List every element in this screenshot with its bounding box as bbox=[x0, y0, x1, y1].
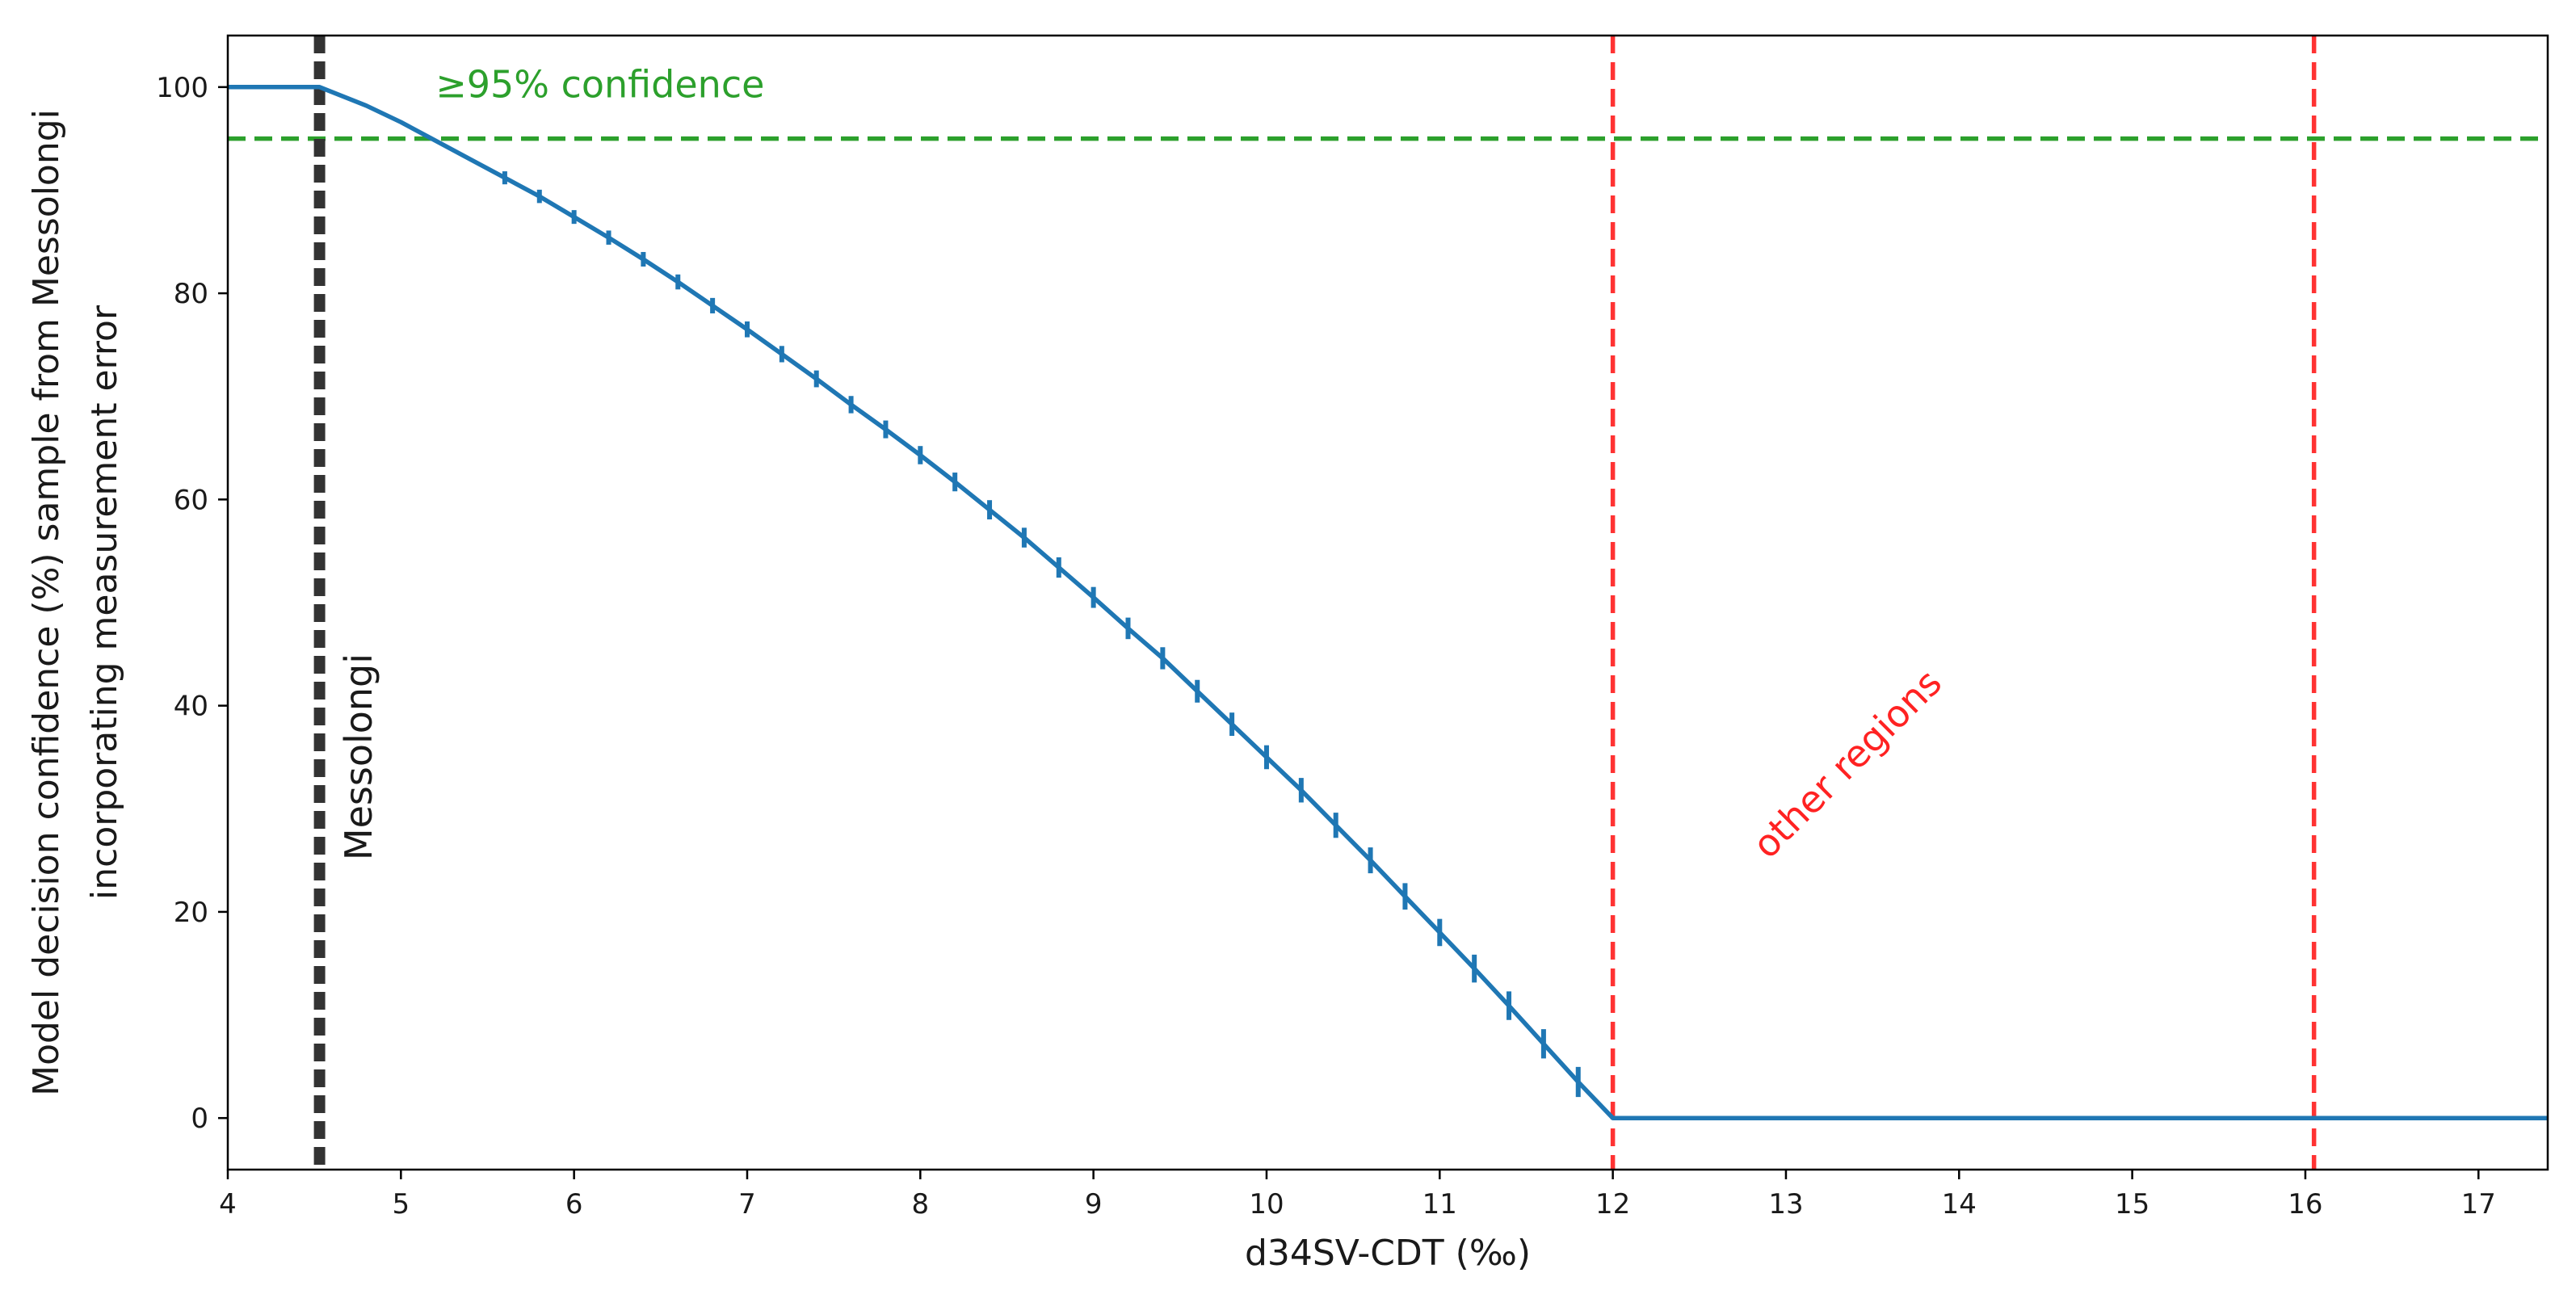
x-tick-label: 16 bbox=[2288, 1188, 2322, 1220]
x-tick-label: 14 bbox=[1942, 1188, 1977, 1220]
series-layer bbox=[228, 85, 2548, 1120]
annotations-layer: ≥95% confidence Messolongi other regions bbox=[337, 63, 1950, 867]
x-tick-label: 8 bbox=[911, 1188, 929, 1220]
reference-lines-layer bbox=[228, 36, 2548, 1170]
x-tick-label: 12 bbox=[1595, 1188, 1630, 1220]
x-tick-label: 15 bbox=[2115, 1188, 2149, 1220]
y-axis: 0 20 40 60 80 100 bbox=[156, 72, 228, 1135]
x-tick-label: 13 bbox=[1768, 1188, 1803, 1220]
messolongi-label: Messolongi bbox=[337, 653, 380, 860]
x-tick-label: 10 bbox=[1249, 1188, 1284, 1220]
y-axis-title-line-2: incorporating measurement error bbox=[84, 305, 125, 900]
x-tick-label: 5 bbox=[393, 1188, 410, 1220]
y-tick-label: 60 bbox=[174, 484, 208, 516]
x-tick-label: 6 bbox=[565, 1188, 583, 1220]
confidence-annotation: ≥95% confidence bbox=[435, 63, 764, 107]
x-tick-label: 11 bbox=[1422, 1188, 1457, 1220]
x-tick-label: 7 bbox=[738, 1188, 756, 1220]
series-line bbox=[228, 85, 2548, 1120]
x-tick-label: 4 bbox=[219, 1188, 237, 1220]
x-tick-label: 9 bbox=[1085, 1188, 1103, 1220]
other-regions-label: other regions bbox=[1744, 661, 1950, 867]
y-tick-label: 0 bbox=[191, 1103, 208, 1135]
y-tick-label: 100 bbox=[156, 72, 208, 104]
y-tick-label: 80 bbox=[174, 278, 208, 310]
x-axis-title: d34SV-CDT (‰) bbox=[1245, 1233, 1531, 1274]
x-tick-label: 17 bbox=[2461, 1188, 2496, 1220]
x-axis: 4 5 6 7 8 9 10 11 12 13 14 15 16 17 bbox=[219, 1170, 2496, 1220]
y-tick-label: 40 bbox=[174, 691, 208, 723]
y-axis-title-line-1: Model decision confidence (%) sample fro… bbox=[26, 109, 67, 1096]
y-tick-label: 20 bbox=[174, 897, 208, 929]
plot-area-frame bbox=[226, 34, 2549, 1171]
